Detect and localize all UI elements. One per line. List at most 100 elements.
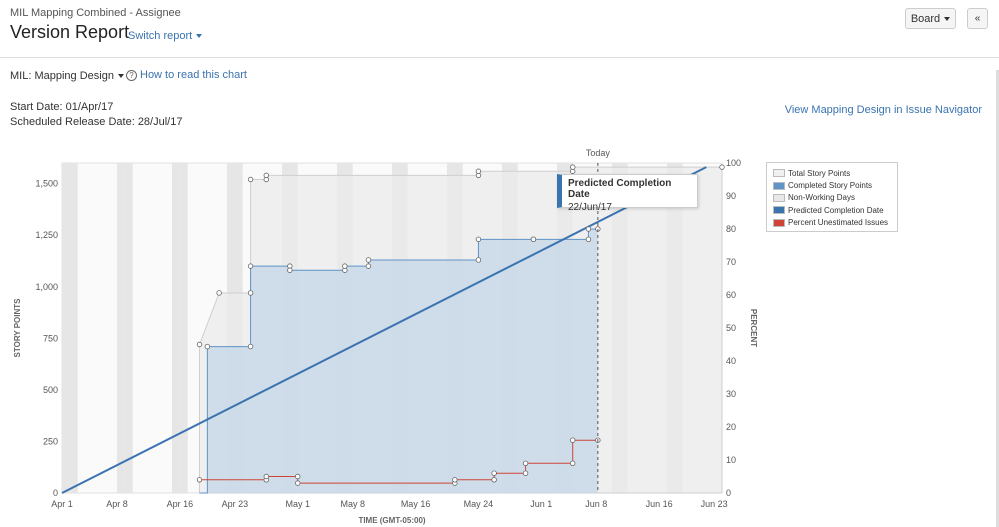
y2-tick-label: 0 (726, 488, 731, 498)
completed-event-marker (247, 263, 254, 269)
total-event-marker (475, 168, 482, 174)
board-button[interactable]: Board (905, 8, 956, 29)
y-tick-label: 0 (53, 488, 58, 498)
x-tick-label: Apr 1 (51, 499, 73, 509)
y2-tick-label: 50 (726, 323, 736, 333)
total-event-marker (247, 176, 254, 183)
page-header: MIL Mapping Combined - Assignee Version … (0, 0, 999, 58)
x-tick-label: May 8 (340, 499, 365, 509)
unestimated-event-marker (522, 470, 529, 476)
x-tick-label: Apr 16 (167, 499, 194, 509)
legend-swatch (773, 206, 785, 215)
x-tick-label: May 24 (464, 499, 494, 509)
chevron-down-icon (117, 74, 124, 79)
unestimated-event-marker (263, 473, 269, 480)
x-tick-label: Apr 8 (106, 499, 128, 509)
legend-swatch (773, 169, 785, 178)
y-tick-label: 500 (43, 385, 58, 395)
release-date-label: Scheduled Release Date: (10, 116, 135, 128)
release-date-row: Scheduled Release Date: 28/Jul/17 (10, 115, 182, 130)
board-button-label: Board (910, 12, 941, 25)
x-tick-label: Jun 1 (530, 499, 552, 509)
page-title: Version Report (10, 22, 130, 42)
chevron-down-icon (196, 34, 203, 39)
legend-item[interactable]: Predicted Completion Date (773, 204, 891, 216)
y-tick-label: 1,500 (35, 179, 58, 189)
version-dropdown[interactable]: MIL: Mapping Design (10, 70, 124, 82)
x-tick-label: Jun 8 (585, 499, 607, 509)
completed-event-marker (530, 236, 537, 243)
how-to-read-label: How to read this chart (140, 69, 247, 81)
total-event-marker (719, 164, 725, 170)
completed-event-marker (287, 267, 293, 273)
completed-event-marker (475, 236, 482, 243)
x-axis-label: TIME (GMT-05:00) (358, 516, 425, 525)
completed-event-marker (365, 263, 372, 269)
unestimated-event-marker (491, 477, 497, 483)
y2-tick-label: 70 (726, 257, 736, 267)
total-event-marker (196, 341, 203, 348)
question-icon: ? (126, 69, 137, 81)
release-date-value: 28/Jul/17 (137, 116, 183, 128)
legend-item[interactable]: Total Story Points (773, 167, 891, 179)
x-tick-label: May 1 (285, 499, 310, 509)
unestimated-event-marker (452, 477, 458, 483)
unestimated-event-marker (295, 473, 301, 480)
y2-tick-label: 100 (726, 158, 741, 168)
switch-report-link[interactable]: Switch report (128, 30, 203, 42)
total-event-marker (216, 290, 222, 296)
percent-unestimated-line (199, 439, 598, 484)
y-tick-label: 1,000 (35, 282, 58, 292)
version-label: MIL: Mapping Design (10, 70, 114, 82)
predicted-completion-line (61, 166, 707, 494)
y2-tick-label: 30 (726, 389, 736, 399)
completed-event-marker (585, 236, 592, 243)
tooltip-title: Predicted Completion Date (568, 178, 672, 200)
x-tick-label: Jun 16 (646, 499, 673, 509)
y-tick-label: 250 (43, 436, 58, 446)
page-scrollbar[interactable] (996, 70, 999, 527)
y-axis-label: STORY POINTS (13, 298, 22, 358)
legend-item[interactable]: Completed Story Points (773, 179, 891, 191)
version-dates: Start Date: 01/Apr/17 Scheduled Release … (10, 100, 182, 130)
prediction-tooltip: Predicted Completion Date 22/Jun/17 (557, 174, 698, 213)
legend-label: Completed Story Points (788, 181, 873, 191)
chevron-down-icon (944, 16, 951, 21)
total-event-marker (570, 164, 576, 170)
total-event-marker (263, 172, 269, 179)
how-to-read-link[interactable]: ? How to read this chart (126, 69, 247, 81)
completed-event-marker (342, 263, 348, 269)
legend-label: Total Story Points (788, 168, 851, 178)
legend-swatch (773, 218, 785, 227)
chart-legend: Total Story Points Completed Story Points… (766, 162, 898, 232)
unestimated-event-marker (196, 477, 203, 483)
legend-item[interactable]: Percent Unestimated Issues (773, 217, 891, 229)
nonworking-day-band (172, 163, 180, 493)
unestimated-event-marker (522, 460, 529, 466)
unestimated-event-marker (570, 437, 576, 443)
nonworking-day-band (179, 163, 188, 493)
collapse-button[interactable]: « (967, 8, 988, 29)
y-tick-label: 750 (43, 333, 58, 343)
nonworking-day-band (117, 163, 125, 493)
y2-tick-label: 90 (726, 191, 736, 201)
start-date-value: 01/Apr/17 (65, 101, 114, 113)
y2-tick-label: 40 (726, 356, 736, 366)
issue-navigator-link[interactable]: View Mapping Design in Issue Navigator (784, 104, 982, 116)
y2-tick-label: 80 (726, 224, 736, 234)
legend-label: Predicted Completion Date (788, 205, 884, 215)
nonworking-day-band (62, 163, 70, 493)
completed-story-points-area (199, 229, 598, 493)
legend-label: Percent Unestimated Issues (788, 218, 889, 228)
unestimated-event-marker (570, 460, 576, 466)
y2-tick-label: 20 (726, 422, 736, 432)
completed-event-marker (365, 257, 372, 263)
switch-report-label: Switch report (128, 30, 193, 42)
tooltip-value: 22/Jun/17 (568, 202, 612, 213)
legend-item[interactable]: Non-Working Days (773, 192, 891, 204)
y2-tick-label: 60 (726, 290, 736, 300)
start-date-label: Start Date: (10, 101, 63, 113)
completed-event-marker (585, 226, 592, 232)
nonworking-day-band (69, 163, 78, 493)
